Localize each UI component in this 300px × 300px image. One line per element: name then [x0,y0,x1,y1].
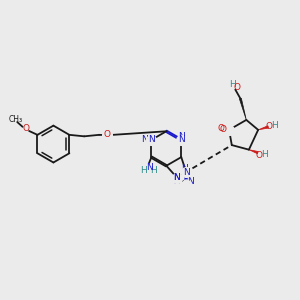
Text: H: H [229,80,236,89]
Text: O: O [218,124,225,134]
Text: N: N [173,173,180,182]
Text: H: H [140,166,147,175]
Text: O: O [219,125,226,134]
Text: O: O [255,151,262,160]
Text: N: N [141,135,148,144]
Text: N: N [187,177,194,186]
Text: H: H [261,150,268,159]
Text: N: N [181,164,188,173]
Text: O: O [233,83,240,92]
Text: O: O [22,124,29,133]
Text: N: N [146,163,152,172]
Text: N: N [183,168,190,177]
Text: O: O [103,130,110,139]
Polygon shape [249,150,258,154]
Text: N: N [148,135,155,144]
Text: CH₃: CH₃ [9,115,23,124]
Text: H: H [271,121,278,130]
Text: O: O [103,130,110,139]
Text: N: N [178,135,185,144]
Polygon shape [258,126,268,130]
Polygon shape [239,98,246,120]
Text: N: N [173,177,180,186]
Text: N: N [178,131,185,140]
Text: N: N [173,173,180,182]
Text: H: H [150,166,157,175]
Text: O: O [266,122,273,131]
